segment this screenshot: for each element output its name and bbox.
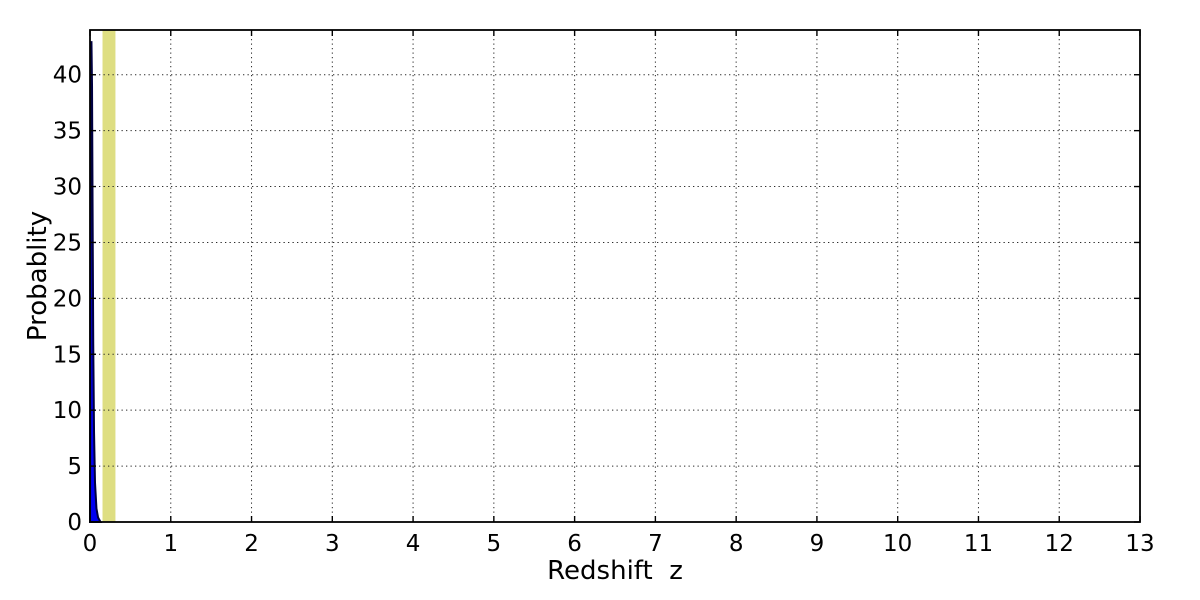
series-layer xyxy=(88,41,103,523)
x-tick-label: 2 xyxy=(244,531,259,557)
x-tick-label: 8 xyxy=(729,531,744,557)
x-tick-label: 11 xyxy=(964,531,993,557)
y-axis-label: Probablity xyxy=(23,211,53,341)
x-tick-label: 12 xyxy=(1045,531,1074,557)
y-tick-label: 20 xyxy=(53,286,82,312)
x-tick-label: 1 xyxy=(163,531,178,557)
redshift-estimate-band xyxy=(102,30,116,522)
x-axis-label: Redshift z xyxy=(547,556,683,586)
y-tick-label: 15 xyxy=(53,342,82,368)
x-tick-label: 5 xyxy=(487,531,502,557)
x-tick-label: 4 xyxy=(406,531,421,557)
x-tick-label: 10 xyxy=(883,531,912,557)
y-tick-label: 25 xyxy=(53,230,82,256)
probability-curve xyxy=(88,41,103,523)
plot-frame xyxy=(89,29,1141,523)
x-tick-label: 6 xyxy=(567,531,582,557)
y-tick-label: 0 xyxy=(67,510,82,536)
vspan-layer xyxy=(102,30,116,522)
y-tick-label: 10 xyxy=(53,398,82,424)
x-tick-label: 0 xyxy=(83,531,98,557)
x-tick-label: 7 xyxy=(648,531,663,557)
y-tick-label: 30 xyxy=(53,175,82,201)
x-tick-label: 3 xyxy=(325,531,340,557)
x-tick-label: 13 xyxy=(1125,531,1154,557)
y-tick-label: 5 xyxy=(67,454,82,480)
y-tick-label: 35 xyxy=(53,119,82,145)
y-tick-label: 40 xyxy=(53,63,82,89)
axes-frame xyxy=(89,29,1141,523)
grid-layer xyxy=(90,30,1140,522)
x-tick-label: 9 xyxy=(810,531,825,557)
tick-layer xyxy=(89,30,1141,523)
